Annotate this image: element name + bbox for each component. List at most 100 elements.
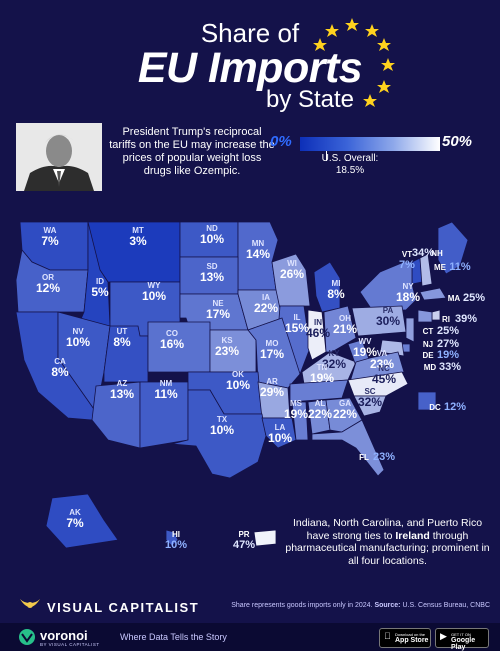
state-value-me: 11% [449, 261, 471, 273]
source-note: Share represents goods imports only in 2… [215, 602, 490, 609]
play-icon: ▶ [440, 631, 447, 641]
state-value-tx: 10% [210, 423, 234, 437]
state-abbr-me: ME [434, 263, 447, 272]
state-abbr-nh: NH [431, 249, 443, 258]
state-abbr-wa: WA [44, 226, 57, 235]
state-abbr-hi: HI [172, 530, 180, 539]
state-value-nc: 45% [372, 372, 396, 386]
state-value-nm: 11% [154, 387, 178, 401]
state-abbr-nm: NM [160, 379, 173, 388]
state-abbr-az: AZ [117, 379, 128, 388]
voronoi-name: voronoi [40, 628, 88, 643]
state-abbr-va: VA [377, 349, 388, 358]
state-value-wi: 26% [280, 267, 304, 281]
source-prefix: Share represents goods imports only in 2… [231, 602, 375, 609]
ireland-note: Indiana, North Carolina, and Puerto Rico… [285, 517, 490, 567]
state-value-nh: 34% [412, 247, 434, 259]
state-value-nj: 27% [437, 338, 459, 350]
state-abbr-de: DE [422, 351, 434, 360]
state-value-dc: 12% [444, 401, 466, 413]
state-abbr-fl: FL [359, 453, 369, 462]
state-sc [353, 395, 387, 417]
state-abbr-tn: TN [317, 363, 328, 372]
state-in [307, 309, 327, 361]
state-tx [171, 389, 267, 479]
state-abbr-ma: MA [448, 294, 461, 303]
state-abbr-wv: WV [359, 337, 373, 346]
state-value-il: 15% [285, 321, 309, 335]
state-ky [301, 351, 357, 385]
state-value-oh: 21% [333, 322, 357, 336]
state-abbr-co: CO [166, 329, 178, 338]
state-value-ut: 8% [113, 335, 131, 349]
state-value-az: 13% [110, 387, 134, 401]
state-value-ga: 22% [333, 407, 357, 421]
state-nh [419, 253, 433, 287]
state-value-ia: 22% [254, 301, 278, 315]
state-abbr-mi: MI [332, 279, 341, 288]
state-value-ar: 29% [260, 385, 284, 399]
state-abbr-pr: PR [238, 530, 249, 539]
state-abbr-pa: PA [383, 306, 394, 315]
state-value-vt: 7% [399, 259, 415, 271]
state-value-nv: 10% [66, 335, 90, 349]
state-value-mn: 14% [246, 247, 270, 261]
state-value-hi: 10% [165, 539, 187, 551]
state-abbr-nd: ND [206, 224, 218, 233]
state-value-fl: 23% [373, 451, 395, 463]
state-dc [417, 391, 437, 411]
state-oh [323, 305, 357, 353]
google-play-small-text: GET IT ON [451, 632, 471, 637]
state-abbr-nj: NJ [423, 340, 433, 349]
state-abbr-nc: NC [378, 364, 390, 373]
state-value-mi: 8% [327, 287, 345, 301]
state-abbr-or: OR [42, 273, 54, 282]
state-value-va: 23% [370, 357, 394, 371]
source-text: U.S. Census Bureau, CNBC [400, 602, 490, 609]
state-value-ok: 10% [226, 378, 250, 392]
title-line-1: Share of [200, 18, 300, 48]
state-abbr-in: IN [314, 318, 322, 327]
state-abbr-ct: CT [423, 327, 434, 336]
state-abbr-ga: GA [339, 399, 351, 408]
state-value-co: 16% [160, 337, 184, 351]
apple-icon:  [384, 632, 391, 641]
state-ct [417, 309, 433, 323]
app-store-button[interactable]:  Download on the App Store [379, 628, 431, 648]
legend-min-label: 0% [270, 133, 292, 150]
state-value-in: 46% [306, 326, 330, 340]
state-me [437, 221, 469, 275]
state-abbr-wi: WI [287, 259, 297, 268]
state-abbr-ky: KY [328, 349, 340, 358]
state-abbr-ri: RI [442, 315, 450, 324]
state-value-al: 22% [308, 407, 332, 421]
trump-photo [16, 123, 102, 191]
state-value-mo: 17% [260, 347, 284, 361]
title-line-3: by State [265, 86, 355, 113]
state-abbr-ca: CA [54, 357, 66, 366]
legend-overall-value: 18.5% [335, 165, 365, 176]
state-value-la: 10% [268, 431, 292, 445]
state-value-ma: 25% [463, 292, 485, 304]
voronoi-logo-icon [19, 629, 35, 645]
state-value-ca: 8% [51, 365, 69, 379]
google-play-button[interactable]: ▶ GET IT ON Google Play [435, 628, 489, 651]
state-abbr-ok: OK [232, 370, 244, 379]
state-abbr-vt: VT [402, 250, 412, 259]
state-abbr-mo: MO [266, 339, 279, 348]
state-pr [253, 529, 277, 547]
state-abbr-tx: TX [217, 415, 228, 424]
state-value-or: 12% [36, 281, 60, 295]
ireland-note-part2: through pharmaceutical manufacturing; pr… [285, 529, 490, 567]
state-ms [291, 401, 309, 441]
state-la [261, 417, 297, 449]
state-abbr-la: LA [275, 423, 286, 432]
state-abbr-dc: DC [429, 403, 441, 412]
state-value-md: 33% [439, 361, 461, 373]
state-abbr-id: ID [96, 277, 104, 286]
state-hi [165, 529, 179, 547]
state-ks [209, 329, 257, 373]
state-value-pa: 30% [376, 314, 400, 328]
state-abbr-al: AL [315, 399, 326, 408]
